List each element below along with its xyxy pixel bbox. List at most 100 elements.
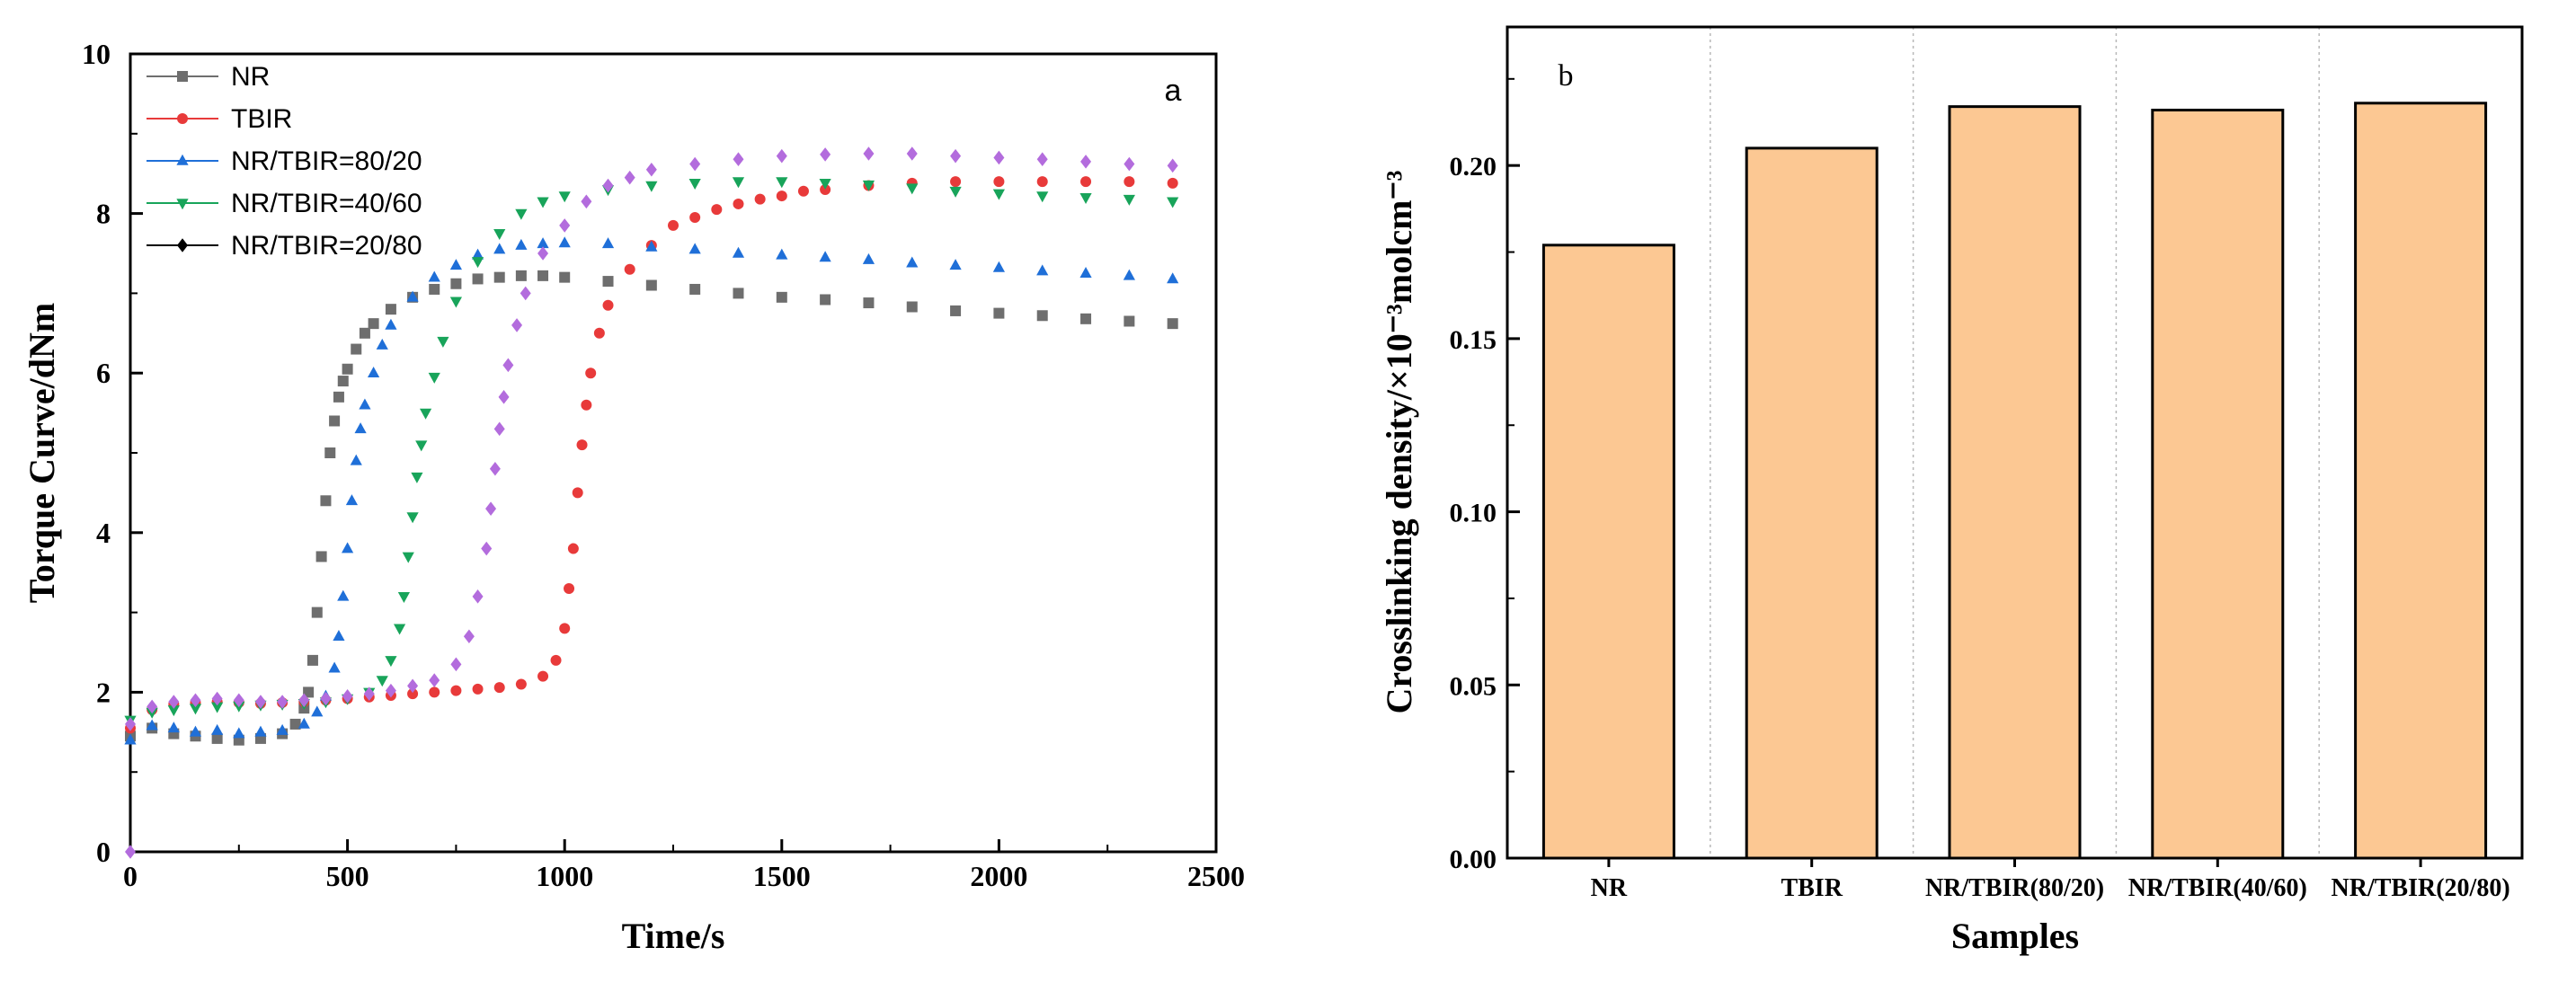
torque-x-axis-title: Time/s — [622, 916, 725, 956]
data-point — [146, 719, 158, 731]
bar-nr-tbir-80-20- — [1948, 105, 2082, 860]
data-point — [351, 343, 362, 355]
data-point — [1036, 191, 1049, 203]
data-point — [429, 673, 440, 687]
torque-x-tick-label: 0 — [123, 860, 138, 892]
data-point — [147, 699, 158, 714]
data-point — [776, 248, 788, 260]
panel-label-a: a — [1165, 74, 1182, 108]
crosslink-chart: 0.00 0.05 0.10 0.15 0.20 NR TBIR NR/TBIR(80/20)… — [1379, 25, 2524, 956]
torque-chart: 0 500 1000 1500 2000 2500 0 2 4 6 8 10 NR TBIR NR/TBI… — [22, 38, 1245, 956]
data-point — [689, 283, 701, 295]
data-point — [862, 180, 875, 191]
data-point — [949, 259, 962, 270]
data-point — [992, 261, 1005, 272]
data-point — [645, 279, 657, 291]
data-point — [564, 582, 575, 594]
crosslink-y-tick-label: 0.00 — [1450, 845, 1497, 874]
panel-label-b: b — [1559, 59, 1574, 93]
crosslink-y-tick-label: 0.20 — [1450, 152, 1497, 182]
data-point — [537, 237, 549, 249]
data-point — [303, 686, 315, 698]
legend-label: NR/TBIR=20/80 — [231, 231, 422, 261]
crosslink-x-tick-label: TBIR — [1781, 874, 1843, 902]
data-point — [315, 551, 327, 562]
data-point — [515, 270, 527, 281]
data-point — [863, 297, 875, 309]
torque-y-tick-label: 8 — [96, 198, 111, 230]
data-point — [306, 654, 318, 666]
data-point — [906, 301, 918, 313]
data-point — [481, 541, 493, 556]
crosslink-y-axis-title: Crosslinking density/×10⁻³molcm⁻³ — [1379, 170, 1419, 713]
data-point — [689, 156, 701, 172]
data-point — [376, 676, 388, 687]
data-point — [515, 678, 527, 690]
data-point — [406, 290, 419, 302]
data-point — [397, 592, 411, 604]
legend-label: TBIR — [231, 104, 292, 134]
data-point — [298, 717, 310, 729]
data-point — [733, 152, 744, 167]
legend-marker — [176, 154, 189, 165]
data-point — [820, 294, 831, 306]
legend-label: NR — [231, 62, 270, 92]
data-point — [559, 218, 571, 233]
data-point — [520, 286, 531, 301]
data-point — [211, 691, 223, 706]
data-point — [407, 688, 419, 700]
data-point — [993, 307, 1005, 319]
data-point — [493, 229, 506, 240]
bar-nr-tbir-20-80- — [2354, 102, 2488, 860]
data-point — [429, 283, 440, 295]
data-point — [711, 204, 723, 216]
data-point — [906, 146, 918, 161]
bar-nr-tbir-40-60- — [2151, 109, 2285, 860]
legend-marker — [177, 113, 188, 124]
torque-y-tick-label: 10 — [82, 38, 111, 70]
data-point — [406, 512, 419, 524]
data-point — [950, 176, 962, 188]
data-point — [437, 336, 449, 348]
legend-marker — [177, 238, 188, 252]
series-nr-tbir-80-20 — [124, 236, 1179, 745]
crosslink-y-tick-label: 0.05 — [1450, 671, 1497, 701]
data-point — [493, 271, 505, 283]
data-point — [558, 236, 571, 248]
data-point — [688, 243, 701, 254]
crosslink-x-tick-label: NR/TBIR(80/20) — [1925, 874, 2104, 902]
data-point — [515, 208, 528, 220]
data-point — [493, 421, 505, 437]
data-point — [471, 248, 484, 260]
data-point — [776, 177, 788, 189]
data-point — [537, 270, 549, 281]
data-point — [1124, 315, 1135, 327]
data-point — [537, 197, 549, 208]
data-point — [602, 178, 614, 193]
data-point — [515, 238, 528, 250]
data-point — [502, 358, 514, 373]
legend-marker — [176, 199, 189, 210]
data-point — [819, 179, 831, 190]
torque-x-tick-label: 2500 — [1187, 860, 1245, 892]
data-point — [581, 399, 592, 411]
data-point — [254, 725, 267, 737]
data-point — [463, 629, 475, 644]
crosslink-bars — [1541, 102, 2488, 860]
data-point — [363, 686, 375, 701]
crosslink-x-tick-label: NR — [1591, 874, 1628, 902]
crosslink-x-axis-title: Samples — [1951, 916, 2079, 956]
data-point — [601, 237, 615, 249]
data-point — [1079, 267, 1092, 278]
torque-y-tick-label: 2 — [96, 676, 111, 708]
data-point — [624, 263, 635, 275]
data-point — [602, 299, 614, 311]
data-point — [211, 732, 223, 744]
data-point — [797, 185, 809, 197]
data-point — [320, 495, 332, 507]
data-point — [567, 543, 579, 554]
data-point — [211, 723, 224, 735]
data-point — [354, 422, 367, 434]
data-point — [863, 146, 875, 161]
